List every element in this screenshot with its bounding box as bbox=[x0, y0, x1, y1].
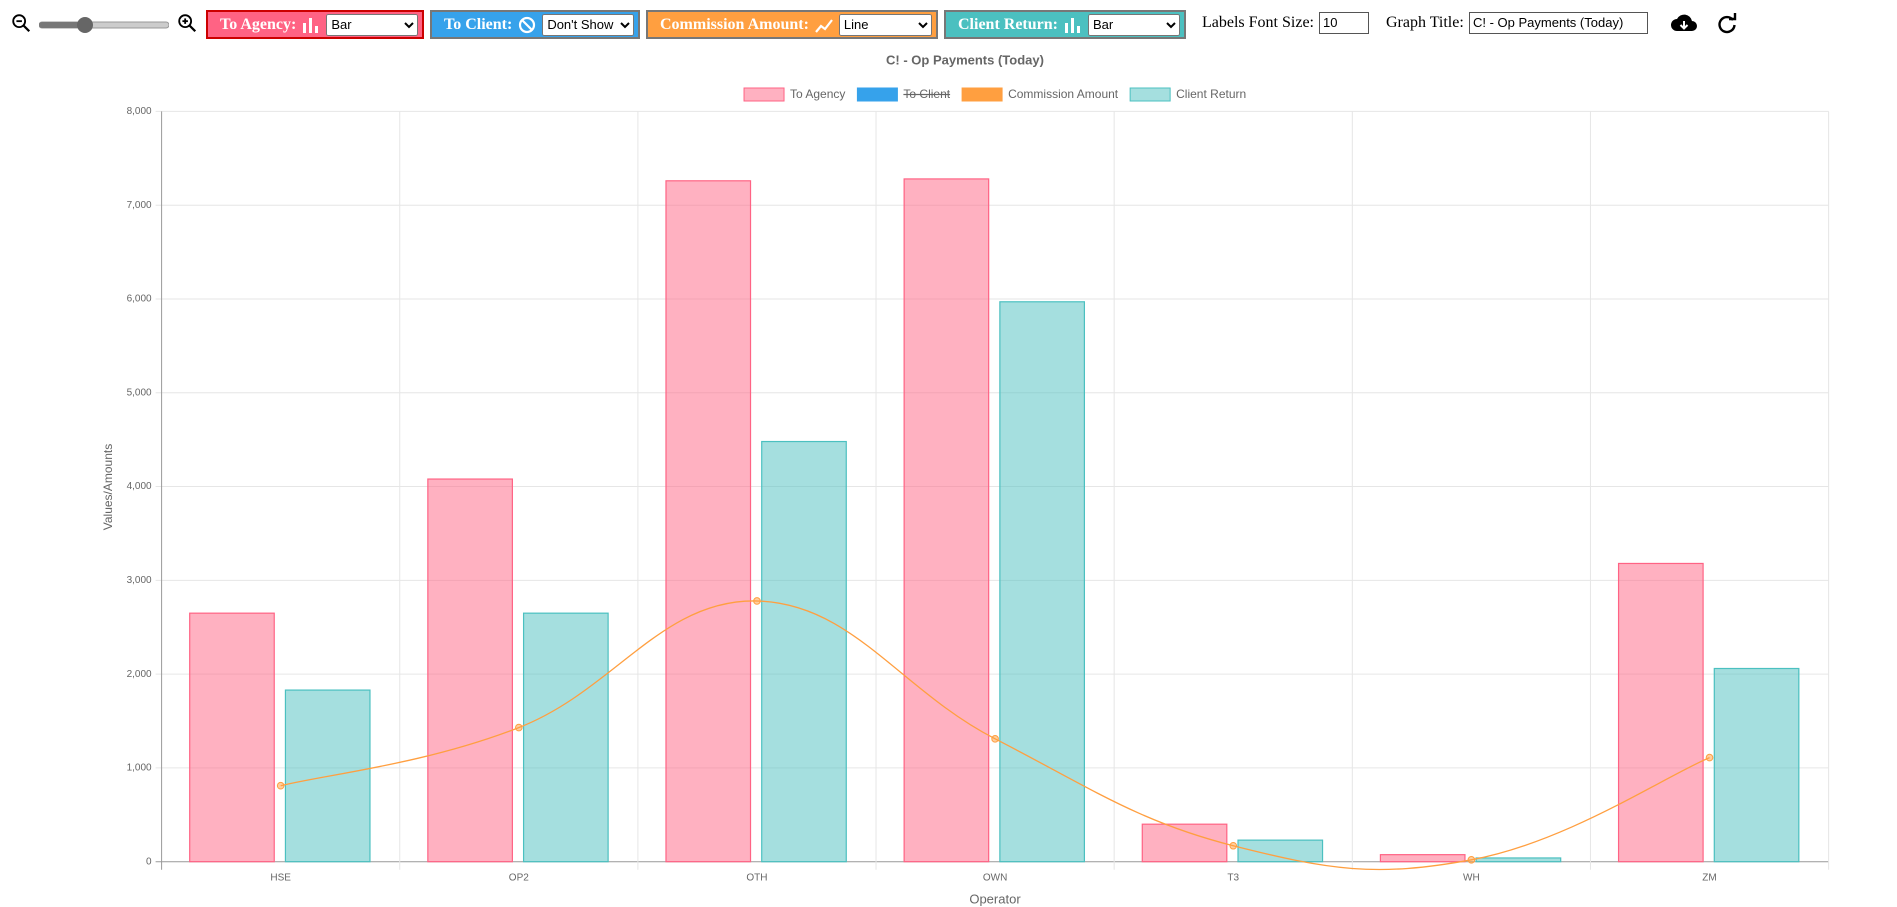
legend-label: To Agency bbox=[790, 87, 845, 101]
x-tick-label: WH bbox=[1463, 872, 1480, 883]
y-tick-label: 1,000 bbox=[127, 763, 152, 774]
line-point bbox=[515, 723, 523, 732]
legend-label: Commission Amount bbox=[1008, 87, 1119, 101]
chart-type-select[interactable]: Line bbox=[838, 13, 932, 36]
legend: To Agency To Client Commission Amount Clien… bbox=[743, 87, 1246, 102]
y-tick-label: 8,000 bbox=[127, 106, 152, 117]
line-point bbox=[276, 781, 285, 790]
line-point bbox=[1467, 856, 1476, 864]
chart-type-select[interactable]: Bar bbox=[1087, 13, 1180, 36]
bar bbox=[522, 612, 609, 863]
control-label: Client Return: bbox=[958, 15, 1058, 33]
legend-swatch bbox=[743, 87, 785, 102]
bar bbox=[1141, 823, 1228, 863]
bar bbox=[1617, 562, 1704, 863]
legend-label: To Client bbox=[903, 87, 950, 101]
chart-title: C! - Op Payments (Today) bbox=[886, 52, 1044, 67]
legend-swatch bbox=[856, 87, 898, 102]
font-size-label: Labels Font Size: bbox=[1202, 14, 1314, 31]
legend-swatch bbox=[1129, 87, 1171, 102]
y-tick-label: 3,000 bbox=[127, 575, 152, 586]
y-tick-label: 2,000 bbox=[127, 669, 152, 680]
series-control: To Agency: Bar bbox=[206, 10, 424, 39]
y-tick-label: 6,000 bbox=[127, 294, 152, 305]
bar bbox=[761, 440, 847, 863]
control-label: Commission Amount: bbox=[660, 15, 809, 33]
series-control: Client Return: Bar bbox=[944, 10, 1186, 39]
bar bbox=[1237, 839, 1324, 863]
x-tick-label: ZM bbox=[1702, 872, 1716, 883]
control-icon bbox=[815, 18, 833, 33]
bar bbox=[189, 612, 275, 863]
y-tick-label: 5,000 bbox=[127, 387, 152, 398]
zoom-out[interactable] bbox=[10, 12, 32, 34]
chart-type-select[interactable]: Bar bbox=[326, 13, 418, 36]
bar bbox=[903, 178, 990, 863]
x-tick-label: OTH bbox=[746, 872, 767, 883]
refresh-button[interactable] bbox=[1715, 12, 1739, 36]
line-point bbox=[753, 597, 761, 605]
graph-title-label: Graph Title: bbox=[1386, 14, 1464, 31]
bar bbox=[999, 301, 1086, 863]
bar bbox=[1475, 857, 1562, 863]
graph-title-input[interactable]: C! - Op Payments (Today) bbox=[1469, 12, 1648, 34]
x-axis-label: Operator bbox=[969, 891, 1021, 906]
legend-label: Client Return bbox=[1176, 87, 1246, 101]
y-tick-label: 7,000 bbox=[127, 200, 152, 211]
x-tick-label: OP2 bbox=[509, 872, 529, 883]
bar bbox=[427, 478, 513, 863]
y-axis-label: Values/Amounts bbox=[101, 444, 115, 531]
zoom-in[interactable] bbox=[176, 12, 198, 34]
line-point bbox=[1705, 753, 1714, 762]
x-tick-label: T3 bbox=[1227, 872, 1239, 883]
control-label: To Agency: bbox=[220, 15, 297, 33]
x-tick-label: OWN bbox=[983, 872, 1007, 883]
series-control: To Client: Don't Show bbox=[430, 10, 640, 39]
bar bbox=[1379, 854, 1466, 863]
line-point bbox=[1229, 841, 1238, 850]
bar bbox=[1713, 667, 1800, 863]
line-point bbox=[991, 735, 999, 743]
chart-type-select[interactable]: Don't Show bbox=[542, 13, 634, 36]
download-button[interactable] bbox=[1669, 11, 1699, 37]
font-size-input[interactable]: 10 bbox=[1319, 12, 1369, 34]
series-control: Commission Amount: Line bbox=[646, 10, 938, 39]
control-icon bbox=[519, 16, 536, 33]
control-label: To Client: bbox=[444, 15, 513, 33]
control-icon bbox=[1064, 17, 1080, 33]
zoom-slider[interactable] bbox=[39, 16, 169, 34]
legend-swatch bbox=[961, 87, 1003, 102]
y-tick-label: 4,000 bbox=[127, 481, 152, 492]
y-tick-label: 0 bbox=[146, 856, 152, 867]
bar bbox=[665, 180, 752, 863]
x-tick-label: HSE bbox=[270, 872, 291, 883]
control-icon bbox=[303, 17, 319, 33]
